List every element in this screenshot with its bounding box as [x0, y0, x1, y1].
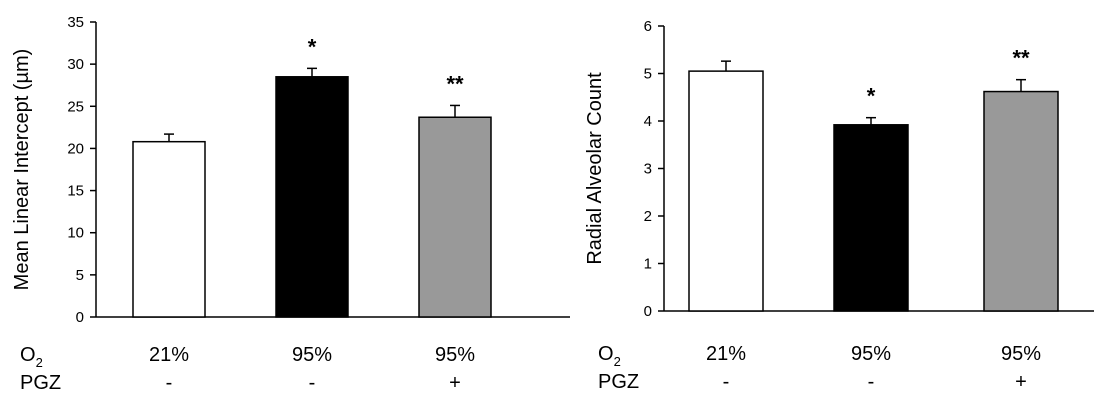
pgz-row-label: PGZ — [598, 371, 639, 393]
bar — [275, 76, 349, 318]
y-tick-label: 30 — [67, 56, 84, 73]
pgz-value: + — [449, 372, 461, 394]
y-tick-label: 3 — [644, 161, 652, 178]
o2-value: 21% — [706, 343, 746, 365]
o2-row-label: O2 — [598, 343, 621, 369]
o2-row-label-main: O — [598, 343, 614, 365]
o2-row-label-main: O — [20, 344, 36, 366]
bar — [983, 90, 1059, 312]
pgz-value: - — [723, 371, 730, 393]
pgz-value: - — [166, 372, 173, 394]
y-tick-label: 0 — [644, 303, 652, 320]
bar — [418, 116, 492, 318]
o2-value: 95% — [1001, 343, 1041, 365]
y-tick-label: 0 — [76, 309, 84, 326]
o2-value: 95% — [851, 343, 891, 365]
y-tick-label: 15 — [67, 183, 84, 200]
y-tick-label: 2 — [644, 208, 652, 225]
pgz-value: + — [1015, 371, 1027, 393]
y-tick-label: 35 — [67, 14, 84, 31]
chart-1: 0 5 10 15 20 25 30 35 Mean Linear Intercept (µm)… — [11, 14, 570, 394]
y-tick-label: 4 — [644, 113, 652, 130]
y-tick-label: 20 — [67, 140, 84, 157]
y-tick-label: 6 — [644, 18, 652, 35]
significance-marker: * — [308, 34, 317, 59]
y-tick-label: 25 — [67, 98, 84, 115]
pgz-row-label: PGZ — [20, 372, 61, 394]
y-tick-label: 5 — [76, 267, 84, 284]
bar — [688, 70, 764, 312]
y-tick-label: 1 — [644, 256, 652, 273]
y-tick-label: 5 — [644, 66, 652, 83]
significance-marker: ** — [1012, 46, 1030, 71]
o2-value: 95% — [435, 344, 475, 366]
pgz-value: - — [309, 372, 316, 394]
o2-row-label: O2 — [20, 344, 43, 370]
pgz-value: - — [868, 371, 875, 393]
o2-value: 95% — [292, 344, 332, 366]
y-axis-title: Radial Alveolar Count — [584, 72, 606, 265]
o2-row-label-subscript: 2 — [614, 354, 621, 369]
bar — [833, 124, 909, 312]
y-tick-label: 10 — [67, 225, 84, 242]
significance-marker: ** — [446, 71, 464, 96]
significance-marker: * — [867, 84, 876, 109]
o2-row-label-subscript: 2 — [36, 355, 43, 370]
bar — [132, 140, 206, 318]
o2-value: 21% — [149, 344, 189, 366]
y-axis-title: Mean Linear Intercept (µm) — [11, 49, 33, 291]
